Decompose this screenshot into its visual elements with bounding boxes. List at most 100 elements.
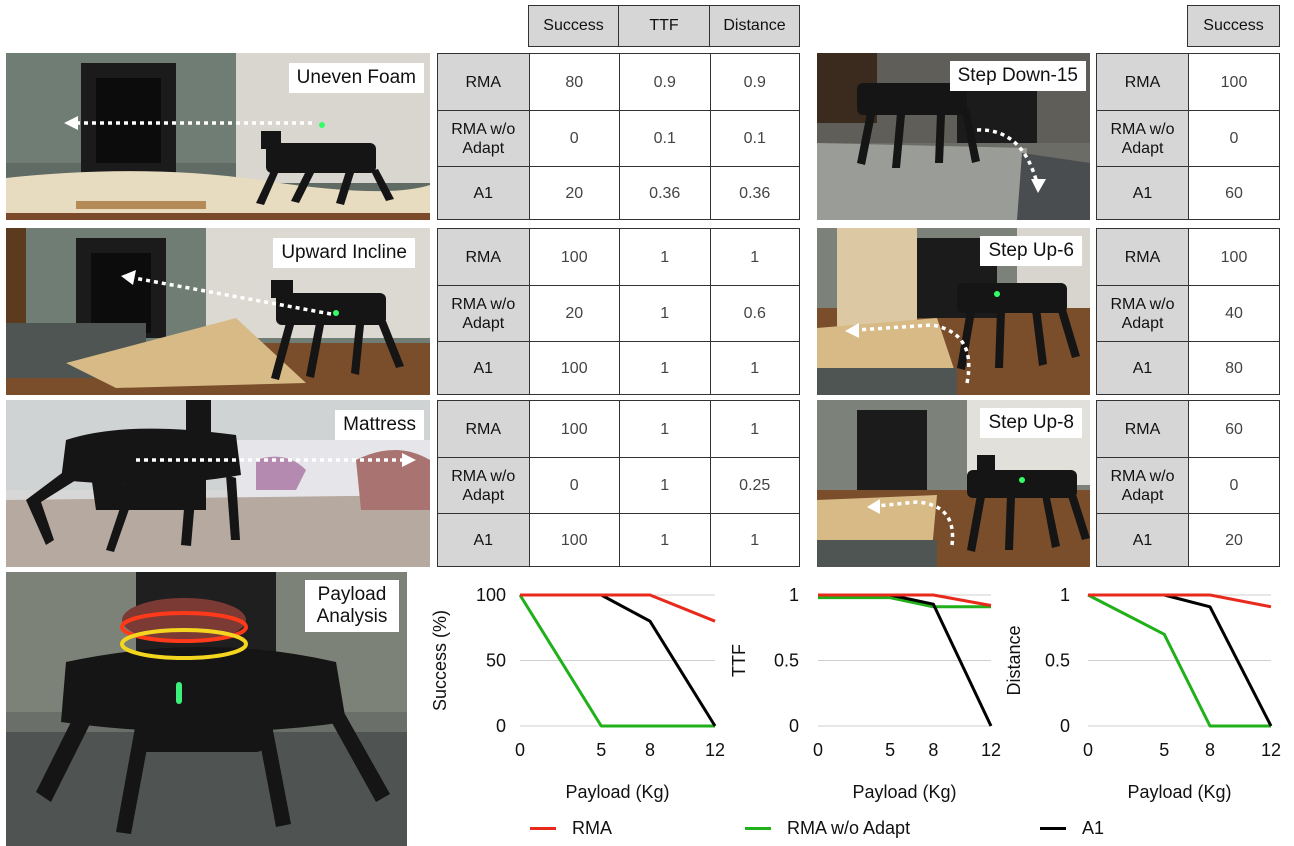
legend-swatch-a1 bbox=[1040, 827, 1066, 830]
cell-ttf: 0.9 bbox=[619, 54, 710, 110]
cell-success: 100 bbox=[528, 401, 620, 457]
legend-label-rma: RMA bbox=[572, 818, 612, 838]
chart-ttf: 0 0.5 1 0 5 8 12 Payload (Kg) TTF bbox=[725, 578, 1015, 808]
table-row: RMA w/o Adapt 0 0.1 0.1 bbox=[438, 110, 799, 166]
legend-item-rma: RMA bbox=[530, 818, 612, 839]
header-distance: Distance bbox=[709, 5, 800, 47]
table-row: A1 80 bbox=[1097, 341, 1279, 394]
row-label: RMA bbox=[1097, 229, 1188, 285]
table-row: A1 20 0.36 0.36 bbox=[438, 166, 799, 219]
x-tick-label: 5 bbox=[596, 740, 606, 760]
x-tick-label: 8 bbox=[645, 740, 655, 760]
header-success-right: Success bbox=[1187, 5, 1280, 47]
cell-success: 100 bbox=[528, 229, 620, 285]
table-row: RMA w/o Adapt 0 1 0.25 bbox=[438, 457, 799, 513]
cell-success: 0 bbox=[1188, 458, 1279, 513]
cell-success: 100 bbox=[528, 514, 620, 566]
photo-step-up-8: Step Up-8 bbox=[817, 400, 1090, 567]
x-tick-label: 8 bbox=[928, 740, 938, 760]
header-ttf: TTF bbox=[618, 5, 710, 47]
cell-distance: 1 bbox=[709, 514, 800, 566]
cell-distance: 0.6 bbox=[709, 286, 800, 341]
x-tick-label: 12 bbox=[705, 740, 725, 760]
photo-mattress: Mattress bbox=[6, 400, 430, 567]
y-tick-label: 1 bbox=[1060, 585, 1070, 605]
cell-success: 20 bbox=[528, 286, 620, 341]
row-label: RMA w/o Adapt bbox=[1097, 111, 1188, 166]
row-label: RMA bbox=[438, 229, 529, 285]
row-label: RMA w/o Adapt bbox=[1097, 458, 1188, 513]
table-row: RMA 60 bbox=[1097, 401, 1279, 457]
x-tick-label: 0 bbox=[1083, 740, 1093, 760]
payload-analysis-label: Payload Analysis bbox=[305, 580, 399, 632]
row-label: RMA w/o Adapt bbox=[1097, 286, 1188, 341]
cell-success: 100 bbox=[1188, 54, 1279, 110]
y-tick-label: 100 bbox=[476, 585, 506, 605]
row-label: RMA bbox=[1097, 54, 1188, 110]
cell-distance: 0.1 bbox=[709, 111, 800, 166]
table-row: RMA 100 bbox=[1097, 229, 1279, 285]
y-tick-label: 0.5 bbox=[1045, 651, 1070, 671]
cell-success: 0 bbox=[1188, 111, 1279, 166]
legend-item-rma-wo-adapt: RMA w/o Adapt bbox=[745, 818, 910, 839]
cell-success: 0 bbox=[528, 111, 620, 166]
series-line-rma-w-o-adapt bbox=[818, 596, 991, 609]
results-table-step-up-8: RMA 60 RMA w/o Adapt 0 A1 20 bbox=[1096, 400, 1280, 567]
x-tick-label: 0 bbox=[515, 740, 525, 760]
legend-swatch-rma-wo-adapt bbox=[745, 827, 771, 830]
y-axis-label: Distance bbox=[1004, 625, 1024, 695]
x-tick-label: 0 bbox=[813, 740, 823, 760]
series-line-rma bbox=[818, 593, 992, 607]
table-row: A1 20 bbox=[1097, 513, 1279, 566]
cell-success: 100 bbox=[528, 342, 620, 394]
cell-ttf: 1 bbox=[619, 342, 710, 394]
terrain-label-step-up-6: Step Up-6 bbox=[980, 236, 1082, 266]
row-label: RMA bbox=[438, 54, 529, 110]
y-tick-label: 0 bbox=[496, 716, 506, 736]
cell-success: 40 bbox=[1188, 286, 1279, 341]
row-label: A1 bbox=[1097, 342, 1188, 394]
table-row: RMA w/o Adapt 0 bbox=[1097, 457, 1279, 513]
row-label: A1 bbox=[1097, 167, 1188, 219]
x-axis-label: Payload (Kg) bbox=[565, 782, 669, 802]
table-row: A1 100 1 1 bbox=[438, 513, 799, 566]
terrain-label-mattress: Mattress bbox=[335, 410, 424, 440]
photo-step-up-6: Step Up-6 bbox=[817, 228, 1090, 395]
series-line-rma-w-o-adapt bbox=[1087, 593, 1271, 728]
chart-success: 0 50 100 0 5 8 12 Payload (Kg) Success (%) bbox=[420, 578, 740, 808]
results-table-step-down-15: RMA 100 RMA w/o Adapt 0 A1 60 bbox=[1096, 53, 1280, 220]
cell-distance: 1 bbox=[709, 342, 800, 394]
table-row: A1 60 bbox=[1097, 166, 1279, 219]
cell-success: 20 bbox=[1188, 514, 1279, 566]
row-label: RMA bbox=[1097, 401, 1188, 457]
results-table-step-up-6: RMA 100 RMA w/o Adapt 40 A1 80 bbox=[1096, 228, 1280, 395]
cell-ttf: 1 bbox=[619, 401, 710, 457]
x-tick-label: 8 bbox=[1205, 740, 1215, 760]
series-line-rma bbox=[1088, 593, 1272, 609]
photo-uneven-foam: Uneven Foam bbox=[6, 53, 430, 220]
cell-success: 20 bbox=[528, 167, 620, 219]
table-row: RMA 100 bbox=[1097, 54, 1279, 110]
chart-distance-svg: 0 0.5 1 0 5 8 12 Payload (Kg) Distance bbox=[1004, 585, 1281, 802]
y-tick-label: 0 bbox=[1060, 716, 1070, 736]
cell-distance: 0.25 bbox=[709, 458, 800, 513]
terrain-label-step-up-8: Step Up-8 bbox=[980, 408, 1082, 438]
cell-success: 60 bbox=[1188, 401, 1279, 457]
cell-distance: 0.36 bbox=[709, 167, 800, 219]
cell-ttf: 1 bbox=[619, 514, 710, 566]
table-row: RMA w/o Adapt 40 bbox=[1097, 285, 1279, 341]
cell-ttf: 0.1 bbox=[619, 111, 710, 166]
chart-distance: 0 0.5 1 0 5 8 12 Payload (Kg) Distance bbox=[1000, 578, 1294, 808]
header-success: Success bbox=[528, 5, 619, 47]
photo-upward-incline: Upward Incline bbox=[6, 228, 430, 395]
y-tick-label: 0 bbox=[789, 716, 799, 736]
x-tick-label: 12 bbox=[1261, 740, 1281, 760]
y-axis-label: Success (%) bbox=[430, 610, 450, 711]
x-tick-label: 12 bbox=[981, 740, 1001, 760]
cell-ttf: 0.36 bbox=[619, 167, 710, 219]
y-axis-label: TTF bbox=[729, 644, 749, 677]
cell-ttf: 1 bbox=[619, 458, 710, 513]
table-row: RMA w/o Adapt 20 1 0.6 bbox=[438, 285, 799, 341]
legend-label-a1: A1 bbox=[1082, 818, 1105, 838]
cell-success: 100 bbox=[1188, 229, 1279, 285]
